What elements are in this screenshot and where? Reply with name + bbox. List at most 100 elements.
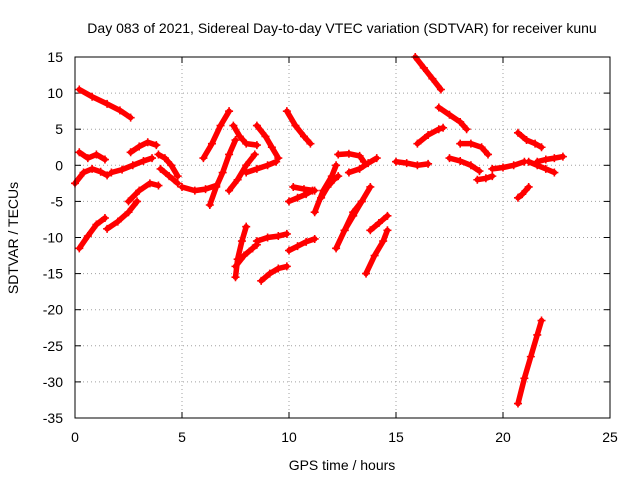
data-point bbox=[522, 136, 531, 145]
series-arc28 bbox=[334, 149, 368, 166]
series-arc bbox=[436, 104, 470, 132]
data-point bbox=[456, 156, 465, 165]
data-point bbox=[165, 172, 174, 181]
series-layer bbox=[71, 53, 567, 408]
series-arc30 bbox=[340, 182, 375, 235]
data-point bbox=[152, 141, 161, 150]
tick-label-layer: 0 5 10 15 20 25 -35 -30 -25 -20 -15 -10 -5 0 5 10 15 bbox=[43, 49, 618, 445]
data-point bbox=[252, 237, 261, 246]
data-point bbox=[235, 132, 244, 141]
data-point bbox=[349, 211, 358, 220]
data-point bbox=[456, 139, 465, 148]
y-tick-label: -35 bbox=[43, 410, 63, 426]
data-point bbox=[499, 163, 507, 172]
data-point bbox=[520, 374, 529, 383]
series-arc bbox=[243, 158, 279, 176]
y-tick-label: -20 bbox=[43, 302, 63, 318]
series-arc35 bbox=[392, 157, 433, 170]
series-arc02 bbox=[75, 148, 109, 164]
data-point bbox=[537, 316, 546, 325]
data-point bbox=[205, 201, 214, 210]
data-point bbox=[248, 244, 257, 253]
data-point bbox=[126, 113, 135, 122]
data-point bbox=[357, 197, 366, 206]
data-point bbox=[466, 161, 475, 170]
data-point bbox=[291, 121, 300, 130]
data-point bbox=[240, 251, 249, 260]
data-point bbox=[242, 139, 251, 148]
data-point bbox=[135, 186, 144, 195]
series-arc bbox=[489, 158, 528, 172]
data-point bbox=[488, 172, 497, 181]
y-tick-label: -30 bbox=[43, 374, 63, 390]
series-arc22 bbox=[282, 107, 315, 148]
data-point bbox=[113, 217, 122, 226]
series-arc bbox=[125, 180, 162, 205]
data-point bbox=[379, 237, 388, 246]
series-arc bbox=[341, 184, 374, 234]
series-arc09 bbox=[154, 150, 182, 181]
data-point bbox=[274, 232, 283, 241]
data-point bbox=[334, 172, 343, 181]
data-point bbox=[242, 222, 251, 231]
series-arc bbox=[346, 155, 380, 176]
series-arc bbox=[318, 173, 341, 201]
data-point bbox=[126, 148, 135, 157]
data-point bbox=[524, 182, 533, 191]
data-point bbox=[526, 352, 535, 361]
data-point bbox=[524, 157, 533, 166]
data-point bbox=[229, 121, 238, 130]
data-point bbox=[178, 182, 186, 191]
series-arc21 bbox=[257, 262, 291, 285]
series-arc39 bbox=[456, 139, 493, 159]
data-point bbox=[231, 273, 240, 282]
data-point bbox=[413, 161, 422, 170]
data-point bbox=[306, 139, 315, 148]
series-arc38 bbox=[445, 154, 484, 176]
data-point bbox=[374, 219, 383, 228]
series-arc31 bbox=[344, 154, 381, 177]
series-arc bbox=[525, 158, 558, 176]
data-point bbox=[434, 125, 443, 134]
series-arc41 bbox=[488, 157, 529, 173]
data-point bbox=[252, 141, 261, 150]
series-arc13 bbox=[205, 136, 240, 210]
data-point bbox=[364, 159, 373, 168]
data-point bbox=[92, 220, 101, 229]
data-point bbox=[100, 214, 109, 223]
y-axis-label: SDTVAR / TECUs bbox=[5, 182, 21, 294]
data-point bbox=[207, 139, 216, 148]
data-point bbox=[344, 149, 353, 158]
data-point bbox=[434, 103, 443, 112]
series-arc20 bbox=[252, 229, 291, 246]
series-arc bbox=[179, 182, 219, 194]
x-tick-label: 20 bbox=[495, 429, 511, 445]
series-arc bbox=[515, 130, 545, 151]
data-point bbox=[355, 164, 364, 173]
data-point bbox=[154, 181, 163, 190]
data-point bbox=[531, 139, 540, 148]
data-point bbox=[263, 161, 272, 170]
data-point bbox=[366, 226, 375, 235]
data-point bbox=[173, 179, 182, 188]
data-point bbox=[558, 152, 567, 161]
data-point bbox=[456, 117, 465, 126]
data-point bbox=[299, 185, 308, 194]
series-arc bbox=[76, 149, 108, 163]
series-arc bbox=[457, 140, 491, 158]
data-point bbox=[103, 171, 112, 180]
data-point bbox=[317, 193, 326, 202]
series-arc15 bbox=[229, 121, 261, 150]
data-point bbox=[274, 264, 283, 273]
data-point bbox=[135, 142, 144, 151]
x-tick-label: 25 bbox=[602, 429, 618, 445]
plot-frame bbox=[74, 56, 611, 419]
series-arc bbox=[76, 215, 108, 252]
data-point bbox=[475, 167, 484, 176]
data-point bbox=[75, 148, 84, 157]
series-arc40 bbox=[473, 172, 497, 184]
data-point bbox=[439, 123, 448, 132]
data-point bbox=[237, 237, 246, 246]
data-point bbox=[250, 150, 259, 159]
data-point bbox=[190, 186, 199, 195]
